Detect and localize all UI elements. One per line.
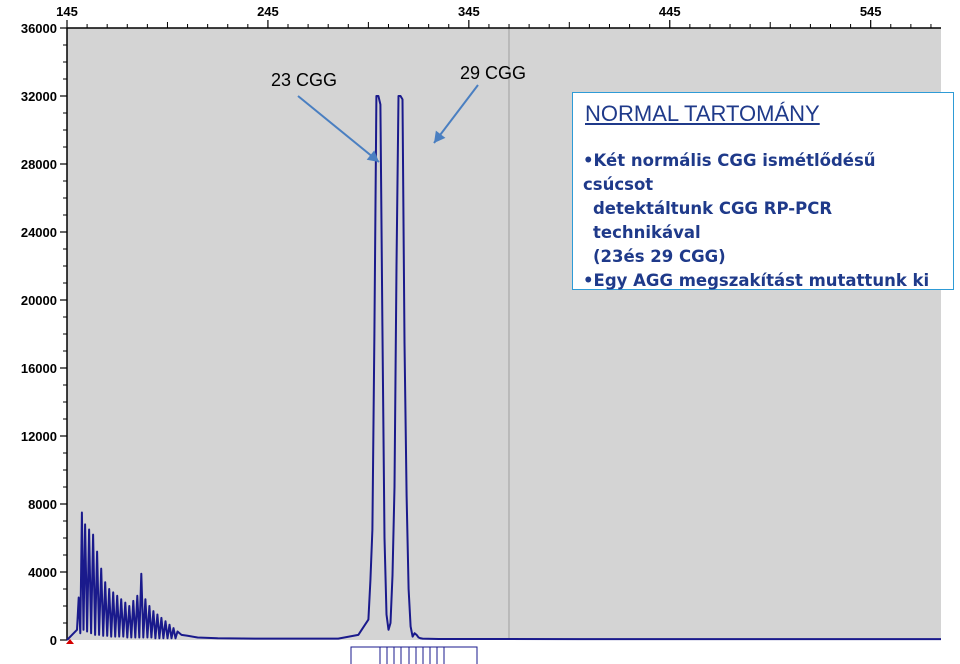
- peak-label-23-cgg: 23 CGG: [271, 70, 338, 90]
- series-layer: [66, 95, 941, 641]
- y-tick-label: 32000: [21, 89, 57, 104]
- y-tick-label: 12000: [21, 429, 57, 444]
- baseline-bin-markers: [350, 646, 478, 664]
- y-tick-label: 8000: [28, 497, 57, 512]
- y-tick-label: 36000: [21, 21, 57, 36]
- info-bullet-1-line-1: •Két normális CGG ismétlődésű csúcsot: [583, 151, 876, 194]
- y-axis: 0 4000 8000 12000 16000 20000 24000 28000 32000 3…: [21, 21, 68, 648]
- peak-label-29-cgg: 29 CGG: [460, 63, 527, 83]
- y-tick-label: 16000: [21, 361, 57, 376]
- arrow-29-cgg-head: [434, 130, 446, 143]
- info-box: NORMAL TARTOMÁNY •Két normális CGG ismét…: [572, 92, 954, 290]
- y-tick-label: 24000: [21, 225, 57, 240]
- info-bullet-2: •Egy AGG megszakítást mutattunk ki: [583, 271, 930, 290]
- callout-arrows: [297, 84, 479, 163]
- info-bullet-1-line-3: (23és 29 CGG): [593, 247, 726, 266]
- y-tick-label: 4000: [28, 565, 57, 580]
- y-tick-label: 28000: [21, 157, 57, 172]
- arrow-23-cgg-shaft: [297, 95, 380, 163]
- y-tick-label: 20000: [21, 293, 57, 308]
- info-bullet-1-line-2: detektáltunk CGG RP-PCR technikával: [593, 199, 833, 242]
- x-tick-label: 145: [56, 4, 78, 19]
- origin-marker: [66, 639, 74, 644]
- x-tick-label: 345: [458, 4, 480, 19]
- info-title: NORMAL TARTOMÁNY: [585, 101, 820, 126]
- y-tick-label: 0: [50, 633, 57, 648]
- x-axis: 145 245 345 445 545: [56, 4, 941, 29]
- arrow-23-cgg-head: [366, 150, 379, 162]
- x-tick-label: 245: [257, 4, 279, 19]
- x-tick-label: 445: [659, 4, 681, 19]
- signal-trace-0: [66, 95, 941, 641]
- x-tick-label: 545: [860, 4, 882, 19]
- arrow-29-cgg-shaft: [433, 84, 479, 144]
